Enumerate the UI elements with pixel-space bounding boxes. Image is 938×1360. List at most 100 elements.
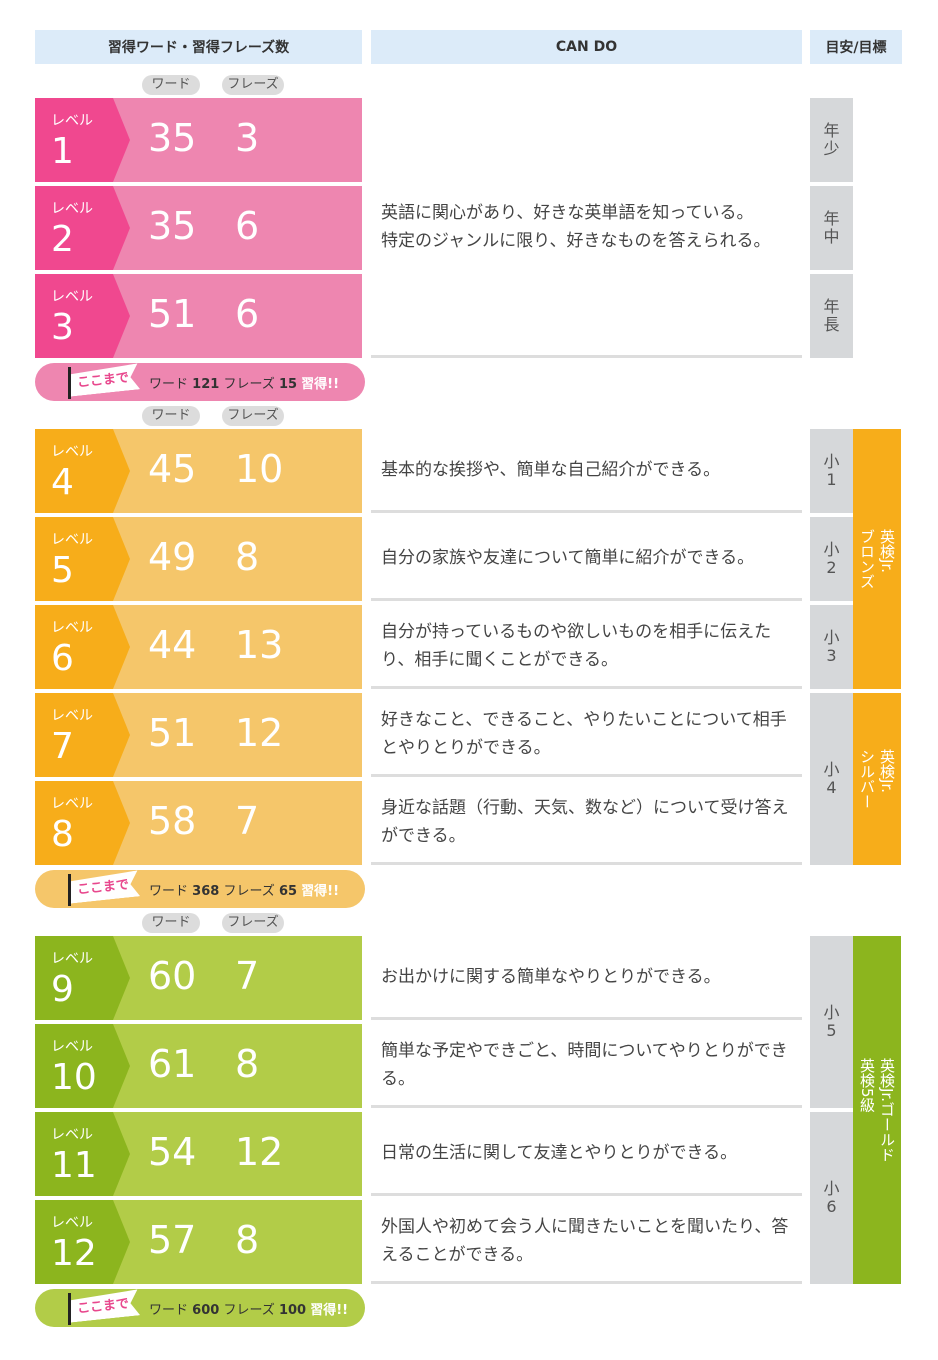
grade-text: 小2 (823, 540, 840, 577)
header-can-do: CAN DO (371, 30, 802, 64)
level-badge: レベル 5 (35, 517, 130, 601)
can-do-cell: 身近な話題（行動、天気、数など）について受け答えができる。 (371, 781, 802, 865)
level-row: レベル 1 35 3 (35, 98, 362, 182)
level-badge: レベル 9 (35, 936, 130, 1020)
can-do-text: お出かけに関する簡単なやりとりができる。 (381, 966, 721, 987)
total-word-label: ワード (149, 1303, 189, 1318)
grade-text: 小4 (823, 760, 840, 797)
can-do-cell: お出かけに関する簡単なやりとりができる。 (371, 936, 802, 1020)
grade-cell: 年中 (810, 186, 853, 270)
level-label: レベル (51, 708, 93, 724)
level-badge: レベル 4 (35, 429, 130, 513)
total-words: 368 (192, 884, 220, 899)
word-count: 57 (148, 1218, 197, 1262)
level-label: レベル (51, 796, 93, 812)
total-word-label: ワード (149, 884, 189, 899)
grade-cell: 小6 (810, 1112, 853, 1284)
total-text: ワード 121 フレーズ 15 習得!! (149, 373, 339, 392)
total-words: 600 (192, 1303, 220, 1318)
flag-pole (68, 1293, 71, 1325)
can-do-cell: 外国人や初めて会う人に聞きたいことを聞いたり、答えることができる。 (371, 1200, 802, 1284)
total-words: 121 (192, 377, 220, 392)
grade-cell: 小4 (810, 693, 853, 865)
phrase-count: 7 (235, 954, 260, 998)
can-do-cell: 基本的な挨拶や、簡単な自己紹介ができる。 (371, 429, 802, 513)
eiken-badge: 英検Jr. シルバー (853, 693, 901, 865)
level-row: レベル 6 44 13 (35, 605, 362, 689)
level-number: 5 (51, 550, 74, 591)
flag-icon: ここまで (68, 1289, 140, 1322)
total-phrases: 15 (278, 377, 298, 392)
word-count: 44 (148, 623, 197, 667)
phrase-count: 6 (235, 292, 260, 336)
total-banner: ここまで ワード 368 フレーズ 65 習得!! (35, 870, 365, 908)
word-count: 61 (148, 1042, 197, 1086)
level-label: レベル (51, 1215, 93, 1231)
phrase-count: 7 (235, 799, 260, 843)
level-badge: レベル 10 (35, 1024, 130, 1108)
level-number: 11 (51, 1145, 97, 1186)
flag-icon: ここまで (68, 363, 140, 396)
total-phrases: 100 (278, 1303, 307, 1318)
eiken-badge-text: 英検Jr. シルバー (858, 749, 896, 809)
grade-cell: 年長 (810, 274, 853, 358)
grade-cell: 小5 (810, 936, 853, 1108)
word-count: 58 (148, 799, 197, 843)
total-phrase-label: フレーズ (223, 884, 275, 899)
eiken-badge: 英検Jr. ブロンズ (853, 429, 901, 689)
flag-pole (68, 367, 71, 399)
total-banner: ここまで ワード 600 フレーズ 100 習得!! (35, 1289, 365, 1327)
eiken-badge-text: 英検Jr. ブロンズ (858, 529, 896, 589)
can-do-text: 自分の家族や友達について簡単に紹介ができる。 (381, 547, 755, 568)
word-count: 49 (148, 535, 197, 579)
phrase-count: 6 (235, 204, 260, 248)
eiken-badge: 英検Jr.ゴールド 英検5級 (853, 936, 901, 1284)
grade-text: 小5 (823, 1003, 840, 1040)
can-do-text: 基本的な挨拶や、簡単な自己紹介ができる。 (381, 459, 721, 480)
level-number: 6 (51, 638, 74, 679)
level-badge: レベル 8 (35, 781, 130, 865)
total-phrase-label: フレーズ (223, 377, 275, 392)
level-number: 12 (51, 1233, 97, 1274)
phrase-column-pill: フレーズ (222, 75, 284, 95)
level-row: レベル 3 51 6 (35, 274, 362, 358)
flag-icon: ここまで (68, 870, 140, 903)
level-badge: レベル 1 (35, 98, 130, 182)
phrase-count: 12 (235, 711, 284, 755)
acquired-label: 習得!! (301, 377, 340, 392)
can-do-cell: 英語に関心があり、好きな英単語を知っている。 特定のジャンルに限り、好きなものを… (371, 98, 802, 358)
level-label: レベル (51, 201, 93, 217)
level-number: 8 (51, 814, 74, 855)
grade-text: 小3 (823, 628, 840, 665)
phrase-count: 12 (235, 1130, 284, 1174)
level-row: レベル 7 51 12 (35, 693, 362, 777)
phrase-count: 8 (235, 535, 260, 579)
flag-pole (68, 874, 71, 906)
level-label: レベル (51, 289, 93, 305)
level-label: レベル (51, 951, 93, 967)
phrase-count: 8 (235, 1042, 260, 1086)
grade-text: 小1 (823, 452, 840, 489)
level-badge: レベル 6 (35, 605, 130, 689)
level-row: レベル 5 49 8 (35, 517, 362, 601)
total-phrases: 65 (278, 884, 298, 899)
level-row: レベル 11 54 12 (35, 1112, 362, 1196)
phrase-count: 8 (235, 1218, 260, 1262)
level-number: 3 (51, 307, 74, 348)
word-count: 45 (148, 447, 197, 491)
total-word-label: ワード (149, 377, 189, 392)
can-do-cell: 簡単な予定やできごと、時間についてやりとりができる。 (371, 1024, 802, 1108)
phrase-column-pill: フレーズ (222, 406, 284, 426)
word-count: 51 (148, 292, 197, 336)
level-label: レベル (51, 113, 93, 129)
header-target: 目安/目標 (810, 30, 902, 64)
level-badge: レベル 2 (35, 186, 130, 270)
grade-cell: 小2 (810, 517, 853, 601)
word-count: 54 (148, 1130, 197, 1174)
total-banner: ここまで ワード 121 フレーズ 15 習得!! (35, 363, 365, 401)
level-row: レベル 12 57 8 (35, 1200, 362, 1284)
can-do-text: 好きなこと、できること、やりたいことについて相手とやりとりができる。 (381, 709, 787, 758)
level-number: 4 (51, 462, 74, 503)
level-badge: レベル 12 (35, 1200, 130, 1284)
